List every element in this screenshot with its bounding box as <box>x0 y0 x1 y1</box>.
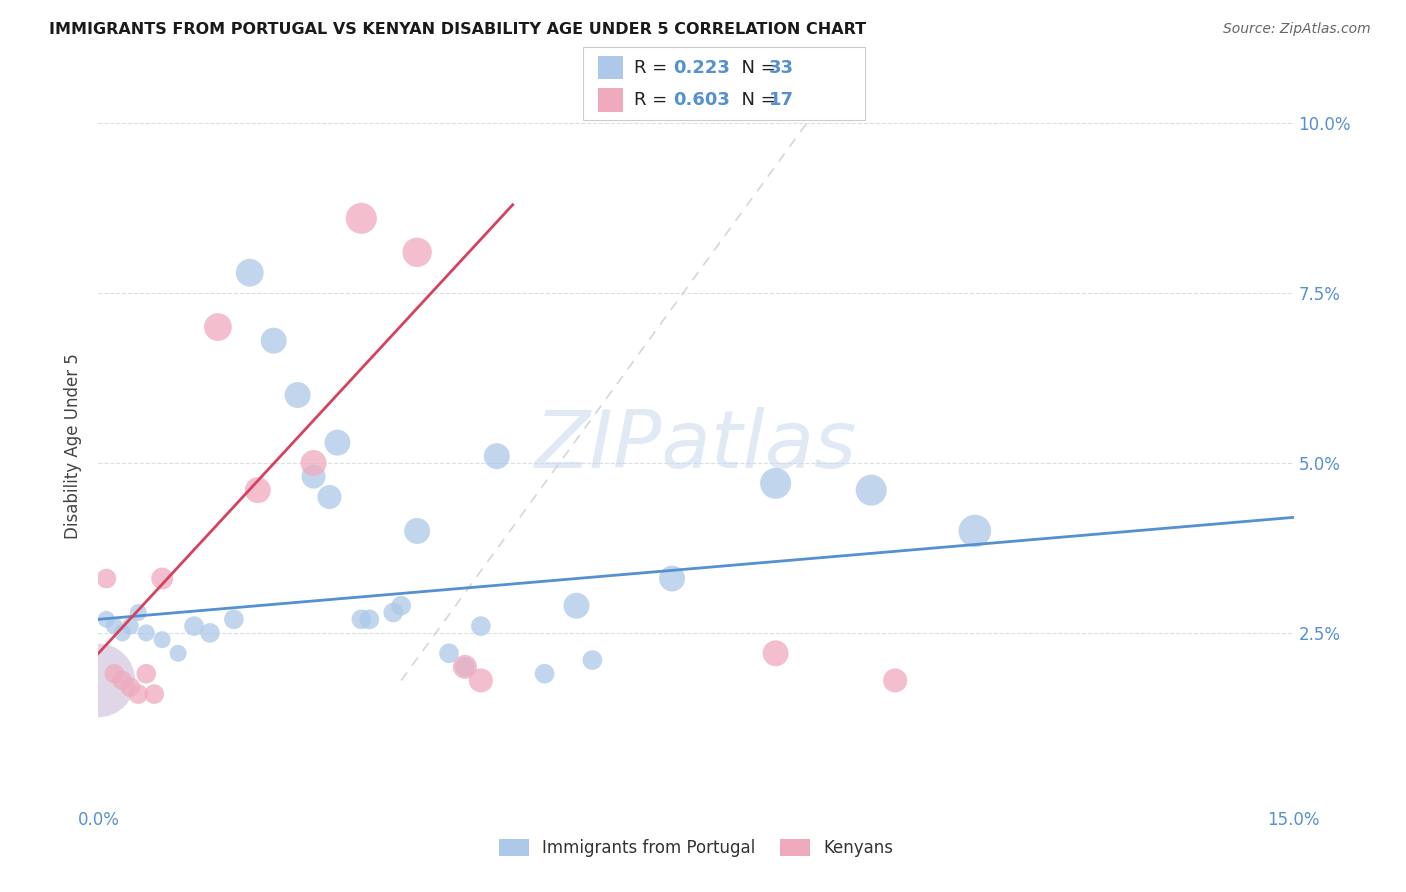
Point <box>127 687 149 701</box>
Point <box>167 646 190 660</box>
Point <box>350 211 373 226</box>
Text: N =: N = <box>730 59 782 77</box>
Legend: Immigrants from Portugal, Kenyans: Immigrants from Portugal, Kenyans <box>491 831 901 866</box>
Point <box>406 245 429 260</box>
Point <box>111 673 134 688</box>
Point <box>120 619 142 633</box>
Point <box>287 388 309 402</box>
Point <box>135 626 157 640</box>
Point <box>120 680 142 694</box>
Point <box>318 490 340 504</box>
Point <box>96 612 118 626</box>
Text: 17: 17 <box>769 91 794 109</box>
Text: 33: 33 <box>769 59 794 77</box>
Point <box>581 653 603 667</box>
Text: 0.223: 0.223 <box>673 59 730 77</box>
Point <box>533 666 555 681</box>
Point <box>246 483 269 498</box>
Point <box>350 612 373 626</box>
Point <box>470 619 492 633</box>
Point <box>222 612 245 626</box>
Point <box>135 666 157 681</box>
Text: ZIPatlas: ZIPatlas <box>534 407 858 485</box>
Text: R =: R = <box>634 91 673 109</box>
Point <box>454 660 477 674</box>
Point <box>150 632 173 647</box>
Point <box>661 572 683 586</box>
Point <box>111 626 134 640</box>
Text: N =: N = <box>730 91 782 109</box>
Point <box>87 673 110 688</box>
Text: R =: R = <box>634 59 673 77</box>
Point <box>437 646 460 660</box>
Point <box>96 572 118 586</box>
Point <box>860 483 883 498</box>
Point <box>302 469 325 483</box>
Point <box>103 619 125 633</box>
Point <box>127 606 149 620</box>
Point <box>359 612 381 626</box>
Point <box>765 476 787 491</box>
Y-axis label: Disability Age Under 5: Disability Age Under 5 <box>65 353 83 539</box>
Point <box>183 619 205 633</box>
Point <box>765 646 787 660</box>
Text: 0.603: 0.603 <box>673 91 730 109</box>
Point <box>207 320 229 334</box>
Text: IMMIGRANTS FROM PORTUGAL VS KENYAN DISABILITY AGE UNDER 5 CORRELATION CHART: IMMIGRANTS FROM PORTUGAL VS KENYAN DISAB… <box>49 22 866 37</box>
Point <box>389 599 412 613</box>
Point <box>884 673 907 688</box>
Point <box>406 524 429 538</box>
Point <box>326 435 349 450</box>
Text: Source: ZipAtlas.com: Source: ZipAtlas.com <box>1223 22 1371 37</box>
Point <box>485 449 508 463</box>
Point <box>454 660 477 674</box>
Point <box>239 266 262 280</box>
Point <box>143 687 166 701</box>
Point <box>263 334 285 348</box>
Point <box>103 666 125 681</box>
Point <box>150 572 173 586</box>
Point <box>198 626 221 640</box>
Point <box>963 524 986 538</box>
Point <box>382 606 405 620</box>
Point <box>565 599 588 613</box>
Point <box>302 456 325 470</box>
Point <box>470 673 492 688</box>
